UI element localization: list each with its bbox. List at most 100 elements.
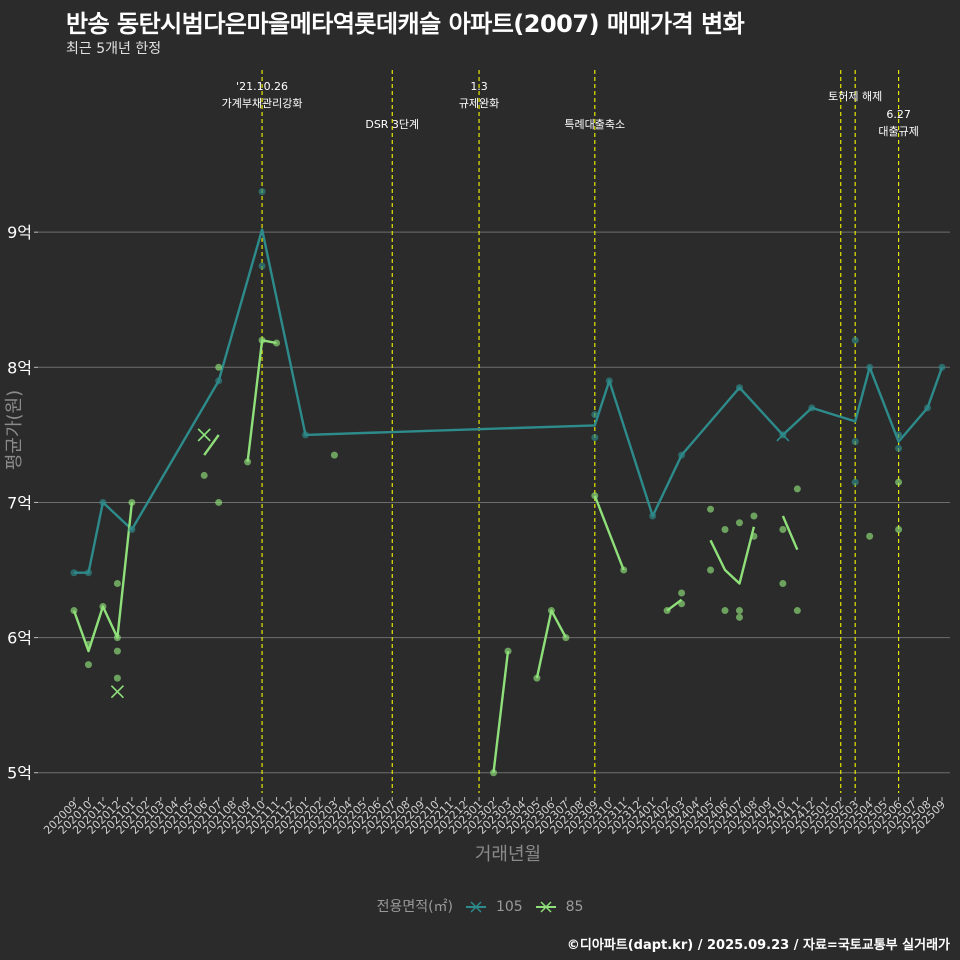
data-point-105 <box>99 498 107 506</box>
data-point-85 <box>84 640 92 648</box>
data-point-85 <box>113 674 121 682</box>
grid-lines <box>38 231 950 774</box>
data-point-85 <box>273 339 281 347</box>
y-tick-label: 6억 <box>7 629 32 648</box>
data-point-85 <box>215 363 223 371</box>
event-label: 1.3 <box>470 80 488 93</box>
data-point-85 <box>779 525 787 533</box>
data-point-85 <box>113 634 121 642</box>
data-point-85 <box>793 485 801 493</box>
series-line-85 <box>593 495 625 571</box>
legend-label-105: 105 <box>495 899 523 915</box>
data-point-85 <box>735 613 743 621</box>
x-axis: 2020092020102020112020122021012021022021… <box>41 797 948 837</box>
data-point-105 <box>895 444 903 452</box>
series-line-85 <box>203 434 220 456</box>
data-point-85 <box>663 607 671 615</box>
data-point-105 <box>938 363 946 371</box>
data-point-105 <box>70 569 78 577</box>
data-point-85 <box>707 566 715 574</box>
data-point-85 <box>113 647 121 655</box>
data-point-85 <box>504 647 512 655</box>
data-point-105 <box>851 336 859 344</box>
data-point-85 <box>128 498 136 506</box>
data-point-105 <box>591 434 599 442</box>
data-point-85 <box>200 471 208 479</box>
series-line-85 <box>781 515 799 551</box>
event-label: 대출규제 <box>878 125 918 138</box>
data-point-85 <box>895 478 903 486</box>
series-line-85 <box>492 650 510 773</box>
data-point-105 <box>924 404 932 412</box>
data-point-85 <box>591 492 599 500</box>
data-point-85 <box>244 458 252 466</box>
cross-marker-stroke <box>110 685 124 699</box>
data-point-85 <box>735 519 743 527</box>
cross-marker-85 <box>110 685 124 699</box>
event-label: 가계부채관리강화 <box>222 97 303 110</box>
data-point-85 <box>84 661 92 669</box>
data-point-105 <box>678 451 686 459</box>
source-caption: ©디아파트(dapt.kr) / 2025.09.23 / 자료=국토교통부 실… <box>566 938 950 953</box>
x-axis-title: 거래년월 <box>475 844 541 865</box>
data-point-105 <box>851 438 859 446</box>
data-point-105 <box>258 262 266 270</box>
legend-title: 전용면적(㎡) <box>376 899 454 915</box>
cross-marker-stroke <box>197 428 211 442</box>
data-point-85 <box>258 336 266 344</box>
data-point-105 <box>301 431 309 439</box>
data-point-105 <box>84 569 92 577</box>
data-point-85 <box>721 607 729 615</box>
data-point-105 <box>605 377 613 385</box>
event-label: 6.27 <box>886 108 911 121</box>
y-tick-label: 9억 <box>7 223 32 242</box>
data-point-85 <box>562 634 570 642</box>
series-line-85 <box>709 526 756 585</box>
data-point-85 <box>779 580 787 588</box>
data-point-105 <box>851 478 859 486</box>
data-point-85 <box>99 603 107 611</box>
data-point-105 <box>735 384 743 392</box>
data-point-105 <box>258 188 266 196</box>
data-point-85 <box>866 532 874 540</box>
event-label: '21.10.26 <box>236 80 288 93</box>
event-label: 특례대출축소 <box>564 118 625 131</box>
data-point-85 <box>895 525 903 533</box>
chart-title: 반송 동탄시범다은마을메타역롯데캐슬 아파트(2007) 매매가격 변화 <box>66 10 745 38</box>
data-point-85 <box>707 505 715 513</box>
series-line-85 <box>535 609 567 679</box>
data-point-85 <box>793 607 801 615</box>
y-axis-title: 평균가(원) <box>4 390 25 470</box>
data-point-85 <box>678 600 686 608</box>
event-label: 토허제 해제 <box>828 89 882 103</box>
y-tick-label: 8억 <box>7 358 32 377</box>
y-tick-label: 7억 <box>7 493 32 512</box>
cross-marker-stroke <box>776 428 790 442</box>
legend: 전용면적(㎡) 105 85 <box>0 896 960 916</box>
data-point-85 <box>330 451 338 459</box>
data-point-105 <box>215 377 223 385</box>
data-point-105 <box>895 431 903 439</box>
legend-label-85: 85 <box>565 899 584 915</box>
legend-item-85: 85 <box>535 899 583 915</box>
cross-marker-105 <box>776 428 790 442</box>
legend-key-105-icon <box>466 901 487 913</box>
data-point-85 <box>620 566 628 574</box>
chart-subtitle: 최근 5개년 한정 <box>66 41 162 57</box>
data-point-85 <box>750 532 758 540</box>
data-points <box>70 188 946 777</box>
cross-marker-85 <box>197 428 211 442</box>
data-point-105 <box>591 411 599 419</box>
data-point-105 <box>649 512 657 520</box>
series-line-85 <box>72 502 134 653</box>
data-point-105 <box>866 363 874 371</box>
data-point-85 <box>113 580 121 588</box>
data-point-85 <box>721 525 729 533</box>
series-lines <box>72 228 944 773</box>
data-point-105 <box>808 404 816 412</box>
legend-key-85-icon <box>536 901 557 913</box>
data-point-105 <box>128 525 136 533</box>
